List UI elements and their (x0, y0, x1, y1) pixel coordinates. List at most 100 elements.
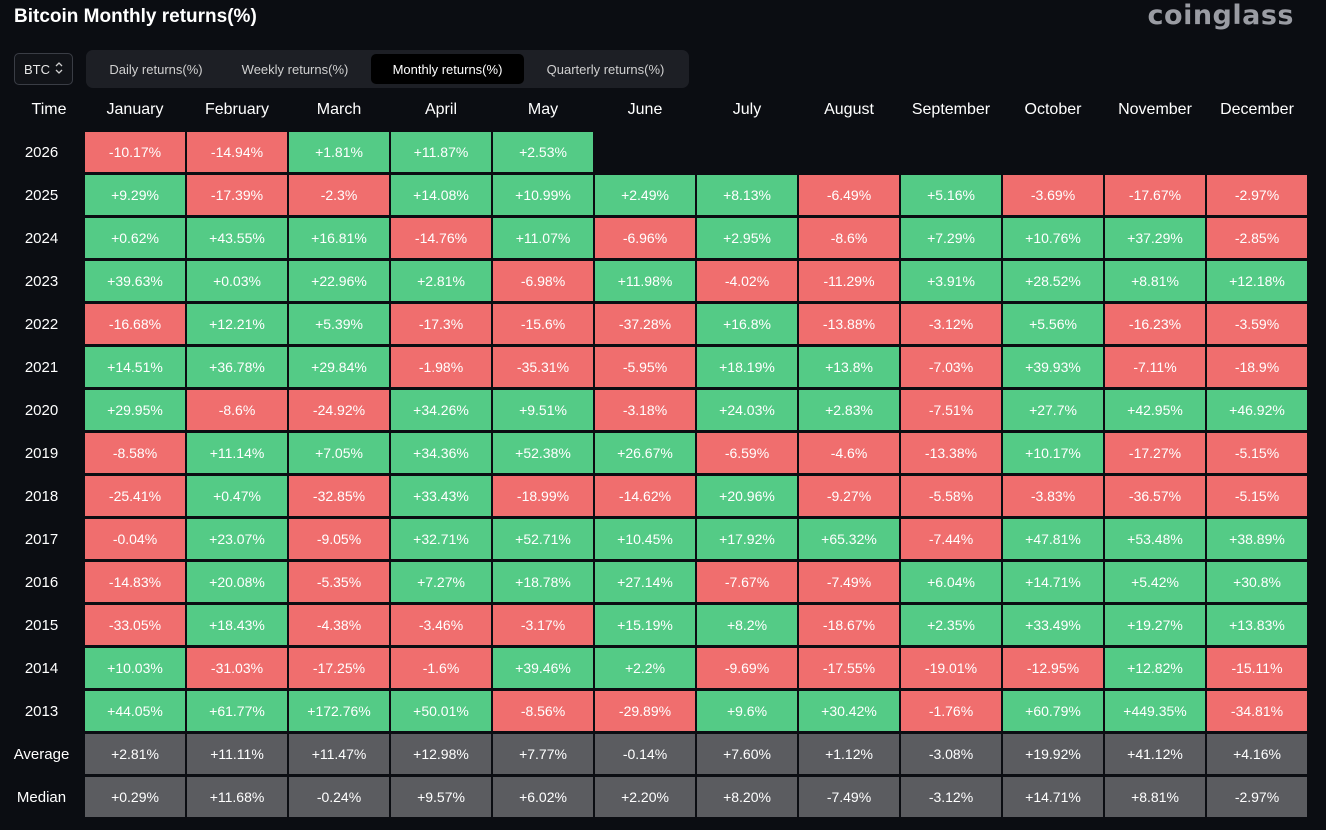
return-cell: +16.81% (289, 218, 389, 258)
stat-cell: +7.60% (697, 734, 797, 774)
return-cell: +39.46% (493, 648, 593, 688)
return-cell: +44.05% (85, 691, 185, 731)
return-cell: +172.76% (289, 691, 389, 731)
return-cell: +33.43% (391, 476, 491, 516)
return-cell: +39.93% (1003, 347, 1103, 387)
return-cell: -3.18% (595, 390, 695, 430)
row-label-year: 2026 (24, 143, 59, 161)
return-cell: -19.01% (901, 648, 1001, 688)
column-header-january[interactable]: January (106, 100, 164, 118)
return-cell: +10.99% (493, 175, 593, 215)
column-header-june[interactable]: June (627, 100, 663, 118)
return-cell: +18.19% (697, 347, 797, 387)
stat-cell: +11.68% (187, 777, 287, 817)
return-cell: +2.49% (595, 175, 695, 215)
return-cell: -14.62% (595, 476, 695, 516)
return-cell: -3.17% (493, 605, 593, 645)
return-cell: -4.02% (697, 261, 797, 301)
return-cell: +29.95% (85, 390, 185, 430)
column-header-may[interactable]: May (527, 100, 559, 118)
return-cell: -1.6% (391, 648, 491, 688)
return-cell: +2.95% (697, 218, 797, 258)
column-header-time: Time (31, 100, 67, 118)
return-cell: -6.96% (595, 218, 695, 258)
return-cell: -7.51% (901, 390, 1001, 430)
return-cell: +60.79% (1003, 691, 1103, 731)
return-cell: -5.35% (289, 562, 389, 602)
stat-cell: +8.81% (1105, 777, 1205, 817)
tab-weekly-returns[interactable]: Weekly returns(%) (241, 61, 349, 77)
column-header-august[interactable]: August (824, 100, 874, 118)
tab-daily-returns[interactable]: Daily returns(%) (109, 61, 203, 77)
return-cell: +6.04% (901, 562, 1001, 602)
column-header-april[interactable]: April (424, 100, 457, 118)
column-header-march[interactable]: March (316, 100, 362, 118)
return-cell: +27.14% (595, 562, 695, 602)
return-cell: -16.23% (1105, 304, 1205, 344)
column-header-december[interactable]: December (1220, 100, 1294, 118)
stat-cell: +1.12% (799, 734, 899, 774)
return-cell: -3.69% (1003, 175, 1103, 215)
return-cell: -14.83% (85, 562, 185, 602)
stat-cell: +41.12% (1105, 734, 1205, 774)
stat-cell: +6.02% (493, 777, 593, 817)
return-cell: -7.11% (1105, 347, 1205, 387)
return-cell: -18.9% (1207, 347, 1307, 387)
row-label-year: 2020 (24, 401, 59, 419)
stat-cell: -7.49% (799, 777, 899, 817)
row-label-year: 2019 (24, 444, 59, 462)
row-label-year: 2022 (24, 315, 59, 333)
return-cell: +10.45% (595, 519, 695, 559)
return-cell: -8.56% (493, 691, 593, 731)
return-cell: +32.71% (391, 519, 491, 559)
return-cell: +0.03% (187, 261, 287, 301)
return-cell: -34.81% (1207, 691, 1307, 731)
return-cell: -10.17% (85, 132, 185, 172)
column-header-october[interactable]: October (1024, 100, 1082, 118)
stat-cell: -0.14% (595, 734, 695, 774)
return-cell: +2.81% (391, 261, 491, 301)
brand-logo: coinglass (1147, 0, 1294, 31)
column-header-february[interactable]: February (204, 100, 270, 118)
return-cell: +2.53% (493, 132, 593, 172)
return-cell: -5.58% (901, 476, 1001, 516)
column-header-november[interactable]: November (1118, 100, 1192, 118)
return-cell: -18.67% (799, 605, 899, 645)
return-cell: -17.27% (1105, 433, 1205, 473)
column-header-july[interactable]: July (732, 100, 762, 118)
column-header-september[interactable]: September (911, 100, 991, 118)
return-cell: +5.56% (1003, 304, 1103, 344)
return-cell: -7.03% (901, 347, 1001, 387)
return-cell: -5.15% (1207, 433, 1307, 473)
return-cell: -33.05% (85, 605, 185, 645)
row-label-year: 2023 (24, 272, 59, 290)
asset-select[interactable]: BTC (14, 53, 73, 85)
return-cell: +11.87% (391, 132, 491, 172)
return-cell: +17.92% (697, 519, 797, 559)
return-cell: +8.2% (697, 605, 797, 645)
return-cell: +7.05% (289, 433, 389, 473)
return-cell: -13.88% (799, 304, 899, 344)
stat-cell: +0.29% (85, 777, 185, 817)
tab-quarterly-returns[interactable]: Quarterly returns(%) (546, 61, 665, 77)
return-cell: -4.6% (799, 433, 899, 473)
return-cell: -0.04% (85, 519, 185, 559)
tab-monthly-returns[interactable]: Monthly returns(%) (371, 54, 524, 84)
return-cell: -3.12% (901, 304, 1001, 344)
return-cell: +9.51% (493, 390, 593, 430)
stat-cell: +8.20% (697, 777, 797, 817)
row-label-year: 2024 (24, 229, 59, 247)
return-cell: +46.92% (1207, 390, 1307, 430)
return-cell: -15.6% (493, 304, 593, 344)
return-cell: +28.52% (1003, 261, 1103, 301)
stat-cell: +7.77% (493, 734, 593, 774)
return-cell: -17.55% (799, 648, 899, 688)
return-cell: +7.29% (901, 218, 1001, 258)
return-cell: +22.96% (289, 261, 389, 301)
return-cell: -17.39% (187, 175, 287, 215)
return-cell: -9.27% (799, 476, 899, 516)
return-cell: +8.81% (1105, 261, 1205, 301)
return-cell: +2.35% (901, 605, 1001, 645)
return-cell: -8.6% (799, 218, 899, 258)
return-cell: +0.47% (187, 476, 287, 516)
